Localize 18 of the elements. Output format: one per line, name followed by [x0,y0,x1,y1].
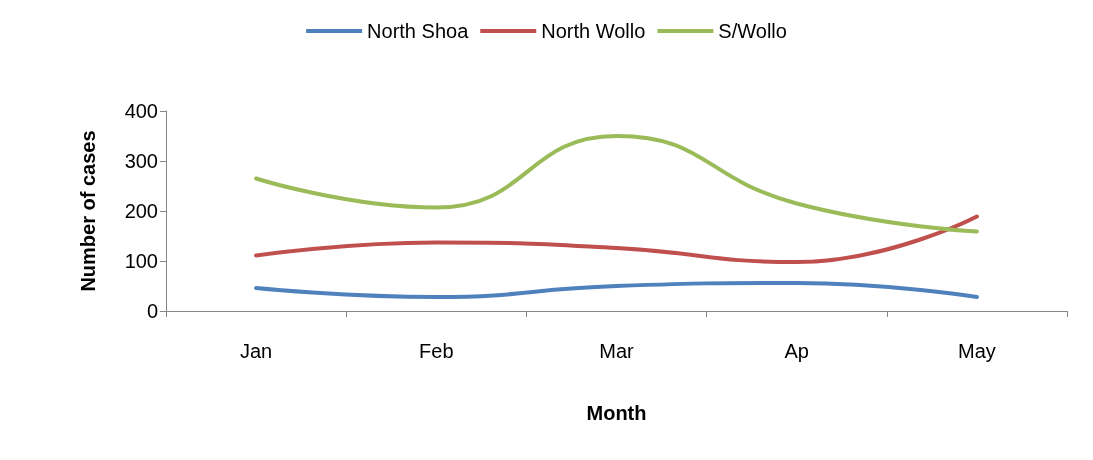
x-axis-title: Month [586,402,647,424]
y-tick-label: 300 [124,150,158,172]
x-tick-label: Mar [599,340,635,362]
x-tick-label: Feb [419,340,454,362]
y-tick-label: 100 [124,250,158,272]
line-series [254,134,979,234]
x-tick-label: Jan [239,340,273,362]
line-series [254,214,979,264]
x-tick-label: May [958,340,996,362]
y-tick-label: 400 [124,100,158,122]
line-series [254,281,979,299]
y-axis-title: Number of cases [77,130,99,292]
legend-label: North Shoa [367,20,470,42]
legend-label: S/Wollo [718,20,787,42]
legend-label: North Wollo [541,20,646,42]
x-tick-label: Ap [784,340,809,362]
y-tick-label: 0 [146,300,158,322]
y-tick-label: 200 [124,200,158,222]
